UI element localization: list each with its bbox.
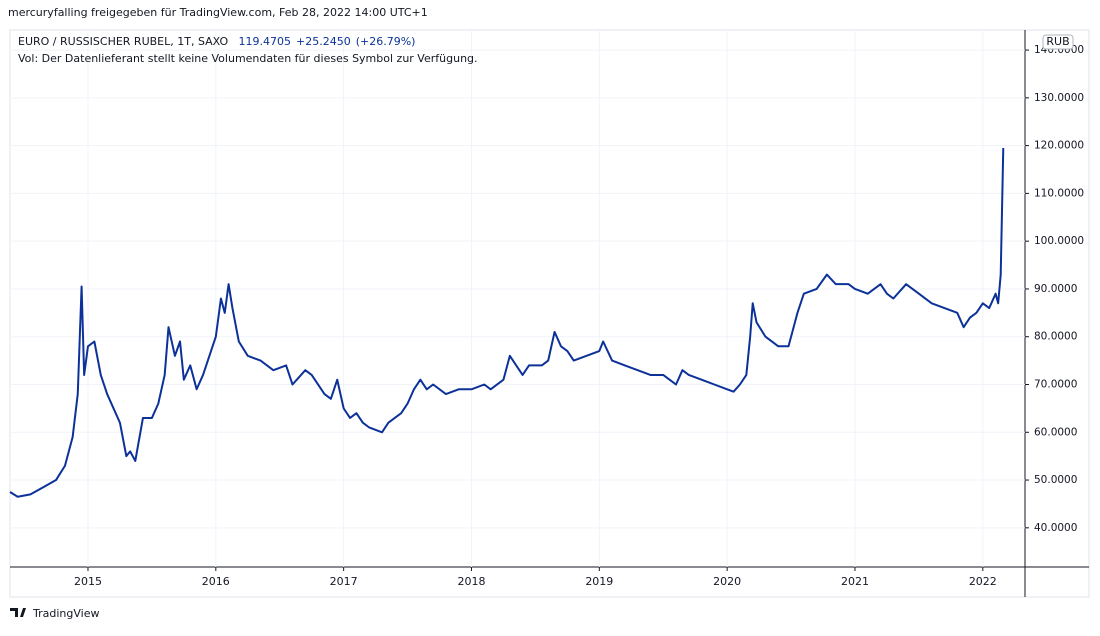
x-tick-label: 2021 [841, 575, 869, 588]
x-tick-label: 2017 [330, 575, 358, 588]
x-tick-label: 2022 [969, 575, 997, 588]
y-tick-label: 130.0000 [1034, 92, 1084, 104]
brand-name: TradingView [32, 607, 99, 620]
x-tick-label: 2019 [585, 575, 613, 588]
y-tick-label: 70.0000 [1034, 378, 1077, 390]
y-tick-label: 110.0000 [1034, 187, 1084, 199]
currency-badge [1042, 34, 1074, 50]
x-tick-label: 2020 [713, 575, 741, 588]
volume-note: Vol: Der Datenlieferant stellt keine Vol… [18, 52, 478, 65]
symbol-title: EURO / RUSSISCHER RUBEL, 1T, SAXO [18, 35, 228, 48]
x-tick-label: 2015 [74, 575, 102, 588]
price-line [9, 147, 1005, 498]
x-tick-label: 2018 [457, 575, 485, 588]
price-change-pct: (+26.79%) [356, 35, 416, 48]
y-tick-label: 100.0000 [1034, 235, 1084, 247]
logo-icon [10, 608, 26, 617]
y-tick-label: 80.0000 [1034, 331, 1077, 343]
y-tick-label: 120.0000 [1034, 140, 1084, 152]
grid [10, 30, 1025, 567]
currency-label: RUB [1046, 35, 1069, 48]
y-tick-label: 40.0000 [1034, 522, 1077, 534]
x-axis: 2015 2016 2017 2018 2019 2020 2021 2022 [74, 567, 997, 588]
plot [9, 147, 1005, 498]
brand-logo [10, 608, 26, 617]
chart-frame [9, 29, 1090, 598]
last-price: 119.4705 [238, 35, 291, 48]
y-tick-label: 50.0000 [1034, 474, 1077, 486]
x-tick-label: 2016 [202, 575, 230, 588]
y-tick-label: 90.0000 [1034, 283, 1077, 295]
share-header: mercuryfalling freigegeben für TradingVi… [8, 6, 428, 19]
y-tick-label: 60.0000 [1034, 426, 1077, 438]
price-change: +25.2450 [296, 35, 351, 48]
y-axis: 40.0000 50.0000 60.0000 70.0000 80.0000 90.00… [1025, 44, 1084, 534]
